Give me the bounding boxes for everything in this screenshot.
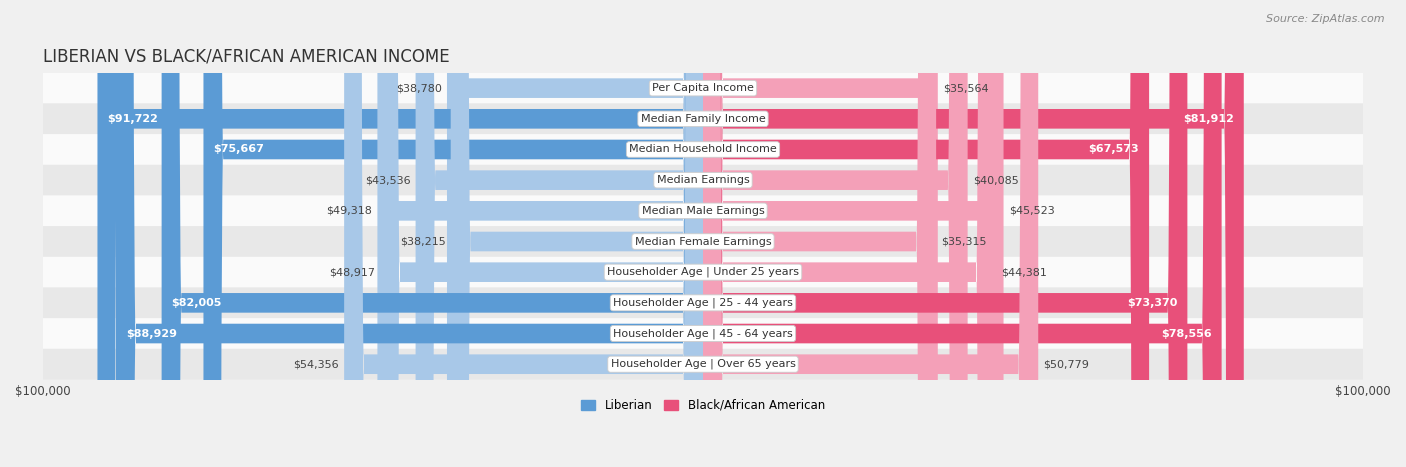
Text: LIBERIAN VS BLACK/AFRICAN AMERICAN INCOME: LIBERIAN VS BLACK/AFRICAN AMERICAN INCOM…	[42, 48, 450, 66]
FancyBboxPatch shape	[97, 0, 703, 467]
Text: Householder Age | 25 - 44 years: Householder Age | 25 - 44 years	[613, 297, 793, 308]
Text: $49,318: $49,318	[326, 206, 373, 216]
Text: $75,667: $75,667	[214, 144, 264, 155]
FancyBboxPatch shape	[377, 0, 703, 467]
FancyBboxPatch shape	[42, 165, 1364, 196]
FancyBboxPatch shape	[42, 349, 1364, 380]
Text: $35,564: $35,564	[943, 83, 988, 93]
Text: $40,085: $40,085	[973, 175, 1019, 185]
Text: Householder Age | Under 25 years: Householder Age | Under 25 years	[607, 267, 799, 277]
Text: $44,381: $44,381	[1001, 267, 1047, 277]
Text: $91,722: $91,722	[107, 114, 159, 124]
FancyBboxPatch shape	[115, 0, 703, 467]
Text: Median Female Earnings: Median Female Earnings	[634, 236, 772, 247]
Text: Per Capita Income: Per Capita Income	[652, 83, 754, 93]
Text: $67,573: $67,573	[1088, 144, 1139, 155]
Text: Householder Age | Over 65 years: Householder Age | Over 65 years	[610, 359, 796, 369]
FancyBboxPatch shape	[162, 0, 703, 467]
FancyBboxPatch shape	[42, 318, 1364, 349]
FancyBboxPatch shape	[42, 288, 1364, 318]
Text: $38,780: $38,780	[396, 83, 441, 93]
FancyBboxPatch shape	[703, 0, 995, 467]
FancyBboxPatch shape	[703, 0, 1038, 467]
FancyBboxPatch shape	[344, 0, 703, 467]
FancyBboxPatch shape	[703, 0, 1149, 467]
FancyBboxPatch shape	[42, 196, 1364, 226]
Text: $78,556: $78,556	[1161, 328, 1212, 339]
Text: $48,917: $48,917	[329, 267, 375, 277]
Legend: Liberian, Black/African American: Liberian, Black/African American	[576, 394, 830, 417]
Text: $82,005: $82,005	[172, 298, 222, 308]
Text: $100,000: $100,000	[15, 385, 70, 398]
Text: Median Male Earnings: Median Male Earnings	[641, 206, 765, 216]
FancyBboxPatch shape	[380, 0, 703, 467]
FancyBboxPatch shape	[703, 0, 938, 467]
Text: $50,779: $50,779	[1043, 359, 1090, 369]
FancyBboxPatch shape	[42, 73, 1364, 104]
Text: $81,912: $81,912	[1182, 114, 1234, 124]
FancyBboxPatch shape	[42, 104, 1364, 134]
FancyBboxPatch shape	[416, 0, 703, 467]
Text: $43,536: $43,536	[364, 175, 411, 185]
FancyBboxPatch shape	[204, 0, 703, 467]
FancyBboxPatch shape	[703, 0, 1188, 467]
Text: $100,000: $100,000	[1336, 385, 1391, 398]
Text: $35,315: $35,315	[942, 236, 987, 247]
FancyBboxPatch shape	[703, 0, 1004, 467]
Text: $54,356: $54,356	[294, 359, 339, 369]
FancyBboxPatch shape	[451, 0, 703, 467]
FancyBboxPatch shape	[703, 0, 967, 467]
FancyBboxPatch shape	[42, 226, 1364, 257]
Text: Source: ZipAtlas.com: Source: ZipAtlas.com	[1267, 14, 1385, 24]
FancyBboxPatch shape	[703, 0, 1222, 467]
FancyBboxPatch shape	[42, 257, 1364, 288]
Text: Median Household Income: Median Household Income	[628, 144, 778, 155]
Text: $88,929: $88,929	[125, 328, 177, 339]
Text: Median Family Income: Median Family Income	[641, 114, 765, 124]
FancyBboxPatch shape	[42, 134, 1364, 165]
Text: $45,523: $45,523	[1010, 206, 1054, 216]
FancyBboxPatch shape	[703, 0, 936, 467]
FancyBboxPatch shape	[703, 0, 1244, 467]
Text: Median Earnings: Median Earnings	[657, 175, 749, 185]
FancyBboxPatch shape	[447, 0, 703, 467]
Text: $73,370: $73,370	[1128, 298, 1177, 308]
Text: $38,215: $38,215	[399, 236, 446, 247]
Text: Householder Age | 45 - 64 years: Householder Age | 45 - 64 years	[613, 328, 793, 339]
